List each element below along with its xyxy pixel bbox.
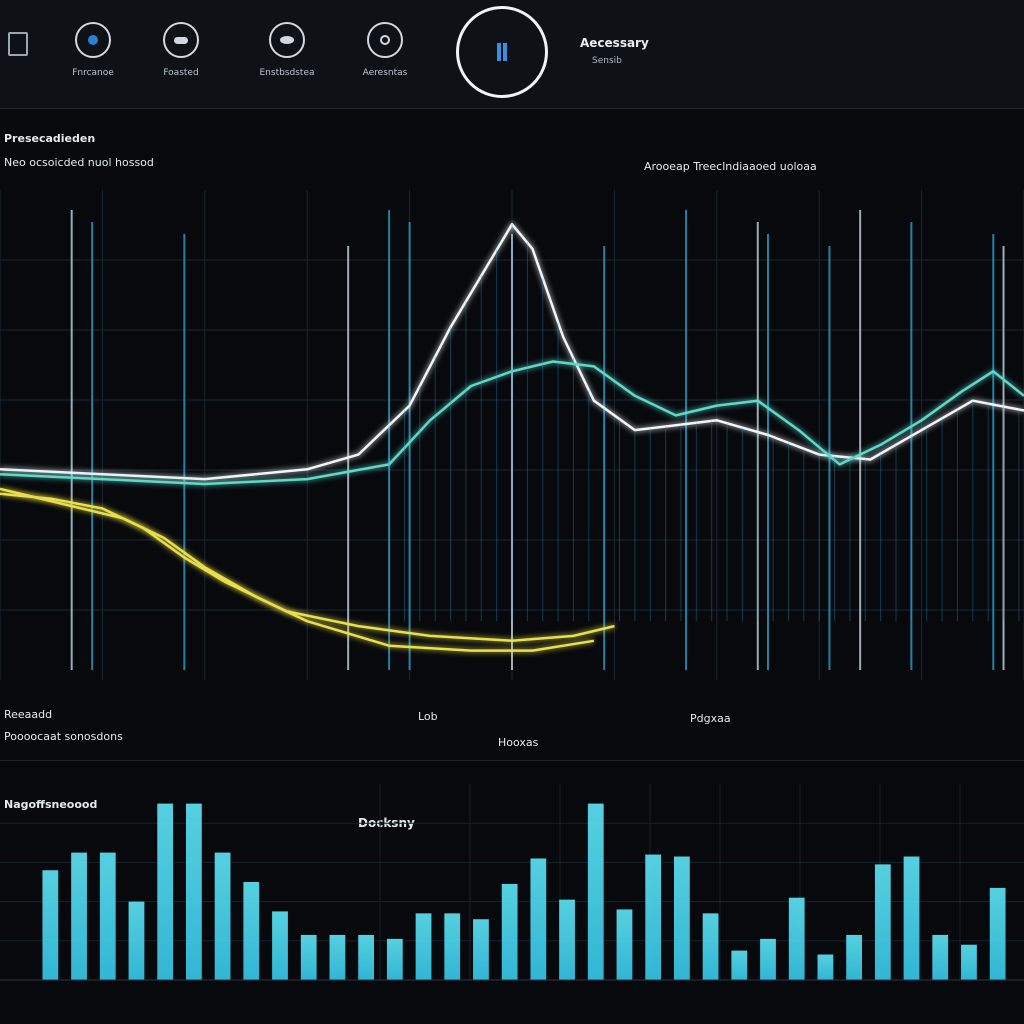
bar-24	[702, 913, 719, 980]
tool-label-4: Aeresntas	[362, 68, 408, 78]
bar-16	[473, 919, 489, 980]
pause-icon	[497, 43, 501, 61]
bar-34	[989, 887, 1006, 980]
bar-26	[760, 938, 776, 980]
toolbar-subtitle: Sensib	[592, 56, 622, 66]
bar-4	[128, 901, 145, 980]
main-footer-mid-1: Lob	[418, 710, 438, 723]
tool-label-1: Fnrcanoe	[72, 68, 114, 78]
bar-9	[272, 911, 288, 980]
bar-7	[214, 852, 231, 980]
main-panel-subtitle-left: Neo ocsoicded nuol hossod	[4, 156, 154, 169]
bar-1	[42, 870, 59, 980]
target-icon	[367, 22, 403, 58]
bar-18	[530, 858, 547, 980]
bar-13	[386, 938, 403, 980]
bar-21	[616, 909, 633, 980]
panel-divider	[0, 760, 1024, 761]
eye-icon	[269, 22, 305, 58]
main-chart-grid	[0, 190, 1024, 680]
tool-button-3[interactable]: Enstbsdstea	[252, 22, 322, 78]
bar-6	[185, 803, 202, 980]
bar-5	[157, 803, 174, 980]
bar-32	[932, 934, 949, 980]
bar-8	[243, 882, 260, 980]
tool-button-1[interactable]: Fnrcanoe	[58, 22, 128, 78]
bar-29	[846, 934, 863, 980]
toolbar-title: Aecessary	[580, 36, 649, 50]
bar-27	[788, 897, 805, 980]
main-panel-subtitle-right: Arooeap Treeclndiaaoed uoloaa	[644, 160, 817, 173]
bar-12	[358, 934, 375, 980]
main-line-chart	[0, 190, 1024, 680]
bar-14	[415, 913, 432, 980]
bar-11	[329, 934, 346, 980]
panel-toggle-icon[interactable]	[8, 32, 28, 56]
bar-chart	[0, 784, 1024, 981]
main-footer-left-2: Poooocaat sonosdons	[4, 730, 123, 743]
bar-30	[874, 864, 891, 980]
tool-label-3: Enstbsdstea	[259, 68, 315, 78]
main-panel-title: Presecadieden	[4, 132, 96, 145]
main-footer-mid-2: Hooxas	[498, 736, 539, 749]
bar-20	[587, 803, 604, 980]
main-footer-right: Pdgxaa	[690, 712, 731, 725]
toolbar: Fnrcanoe Foasted Enstbsdstea Aeresntas A…	[0, 0, 1024, 109]
tool-label-2: Foasted	[163, 68, 199, 78]
cloud-icon	[163, 22, 199, 58]
spiral-icon	[75, 22, 111, 58]
main-footer-left-1: Reeaadd	[4, 708, 53, 721]
series-line-2	[0, 360, 1024, 486]
bar-17	[501, 883, 518, 980]
bar-28	[817, 954, 834, 980]
bar-15	[444, 913, 461, 980]
bar-31	[903, 856, 920, 980]
bar-25	[731, 950, 748, 980]
bar-2	[71, 852, 87, 980]
tool-button-2[interactable]: Foasted	[146, 22, 216, 78]
record-button[interactable]	[456, 6, 548, 98]
bar-3	[99, 852, 116, 980]
bar-panel-title: Nagoffsneoood	[4, 798, 98, 811]
bar-10	[300, 934, 317, 980]
bar-23	[673, 856, 690, 980]
bar-19	[559, 899, 575, 980]
pause-icon-bar	[503, 43, 507, 61]
tool-button-4[interactable]: Aeresntas	[350, 22, 420, 78]
series-line-5	[0, 487, 595, 652]
bar-22	[645, 854, 662, 980]
bar-33	[961, 944, 977, 980]
